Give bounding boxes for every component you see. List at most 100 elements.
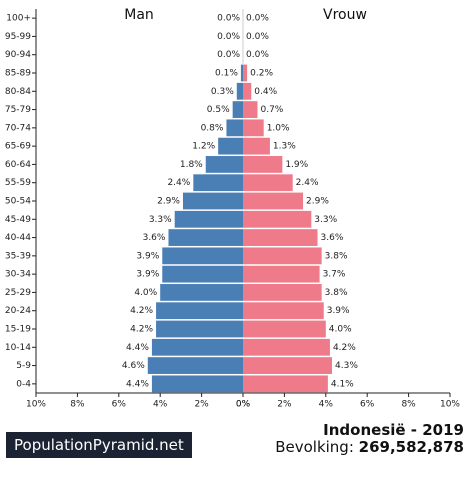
male-value-label: 3.9% — [136, 251, 159, 261]
age-group-label: 100+ — [6, 14, 31, 24]
male-value-label: 2.9% — [157, 197, 180, 207]
male-bar — [151, 375, 243, 393]
male-value-label: 4.4% — [126, 343, 149, 353]
female-value-label: 1.9% — [285, 160, 308, 170]
male-value-label: 4.0% — [134, 288, 157, 298]
x-tick-label: 8% — [401, 400, 416, 410]
female-bar — [243, 82, 252, 100]
x-tick-label: 8% — [70, 400, 85, 410]
male-bar — [147, 357, 243, 374]
female-bar — [243, 192, 304, 210]
female-bar — [243, 247, 322, 265]
female-value-label: 4.1% — [331, 379, 354, 389]
male-value-label: 4.4% — [126, 379, 149, 389]
female-bar — [243, 302, 324, 320]
female-bar — [243, 174, 293, 192]
female-value-label: 0.0% — [246, 50, 269, 60]
age-group-label: 60-64 — [5, 160, 31, 170]
population-label: Bevolking: — [275, 438, 359, 456]
female-value-label: 0.2% — [250, 69, 273, 79]
female-value-label: 3.3% — [314, 215, 337, 225]
brand-label: PopulationPyramid.net — [14, 436, 184, 454]
male-value-label: 3.3% — [149, 215, 172, 225]
age-group-label: 65-69 — [5, 142, 31, 152]
age-group-label: 45-49 — [5, 215, 31, 225]
age-group-label: 75-79 — [5, 105, 31, 115]
age-group-label: 70-74 — [5, 123, 31, 133]
x-tick-label: 10% — [440, 400, 460, 410]
male-value-label: 4.2% — [130, 325, 153, 335]
age-group-label: 95-99 — [5, 32, 31, 42]
female-value-label: 0.0% — [246, 32, 269, 42]
male-bar — [151, 338, 243, 356]
female-value-label: 1.0% — [267, 123, 290, 133]
male-title: Man — [124, 7, 154, 23]
age-group-label: 20-24 — [5, 306, 31, 316]
female-bar — [243, 265, 320, 283]
age-group-label: 90-94 — [5, 50, 31, 60]
x-tick-label: 4% — [319, 400, 334, 410]
female-bar — [243, 338, 330, 356]
age-group-label: 5-9 — [16, 361, 31, 371]
female-value-label: 2.4% — [296, 178, 319, 188]
brand-badge[interactable]: PopulationPyramid.net — [6, 432, 192, 458]
female-bar — [243, 64, 248, 82]
male-bar — [236, 82, 243, 100]
x-tick-label: 2% — [277, 400, 292, 410]
x-tick-label: 0% — [236, 400, 251, 410]
male-bar — [160, 284, 243, 301]
male-value-label: 4.6% — [122, 361, 145, 371]
x-tick-label: 4% — [153, 400, 168, 410]
x-tick-label: 6% — [112, 400, 127, 410]
male-bar — [240, 64, 243, 82]
female-value-label: 0.7% — [260, 105, 283, 115]
age-group-label: 40-44 — [5, 233, 31, 243]
male-bar — [205, 156, 243, 173]
female-value-label: 4.2% — [333, 343, 356, 353]
male-bar — [218, 137, 243, 155]
female-value-label: 3.6% — [321, 233, 344, 243]
age-group-label: 30-34 — [5, 270, 31, 280]
age-group-label: 55-59 — [5, 178, 31, 188]
population-value: 269,582,878 — [358, 438, 464, 456]
female-bar — [243, 229, 318, 246]
age-group-label: 85-89 — [5, 69, 31, 79]
female-bar — [243, 137, 270, 155]
male-bar — [174, 210, 243, 228]
female-value-label: 4.0% — [329, 325, 352, 335]
female-bar — [243, 284, 322, 301]
female-bar — [243, 119, 264, 137]
age-group-label: 10-14 — [5, 343, 31, 353]
country-year: Indonesië - 2019 — [323, 421, 464, 439]
male-value-label: 0.0% — [217, 32, 240, 42]
x-tick-label: 10% — [26, 400, 46, 410]
male-value-label: 4.2% — [130, 306, 153, 316]
male-value-label: 0.8% — [201, 123, 224, 133]
male-bar — [156, 320, 243, 338]
age-group-label: 50-54 — [5, 197, 31, 207]
female-bar — [243, 375, 328, 393]
male-bar — [162, 247, 243, 265]
male-value-label: 2.4% — [167, 178, 190, 188]
female-value-label: 1.3% — [273, 142, 296, 152]
male-value-label: 1.8% — [180, 160, 203, 170]
x-tick-label: 0% — [236, 400, 251, 410]
female-value-label: 3.7% — [323, 270, 346, 280]
male-bar — [193, 174, 243, 192]
male-bar — [168, 229, 243, 246]
male-value-label: 3.9% — [136, 270, 159, 280]
male-bar — [182, 192, 243, 210]
age-group-label: 0-4 — [16, 379, 31, 389]
male-value-label: 3.6% — [143, 233, 166, 243]
female-title: Vrouw — [323, 7, 367, 23]
male-bar — [156, 302, 243, 320]
age-group-label: 35-39 — [5, 251, 31, 261]
male-bar — [226, 119, 243, 137]
age-group-label: 25-29 — [5, 288, 31, 298]
female-value-label: 0.0% — [246, 14, 269, 24]
male-value-label: 0.0% — [217, 50, 240, 60]
male-bar — [232, 101, 243, 118]
female-bar — [243, 320, 326, 338]
x-tick-label: 6% — [360, 400, 375, 410]
